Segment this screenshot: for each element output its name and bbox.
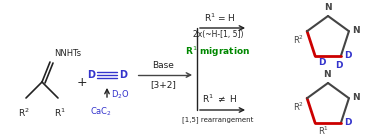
Text: N: N <box>352 26 359 35</box>
Text: N: N <box>324 3 332 12</box>
Text: R$^1$: R$^1$ <box>318 125 329 137</box>
Text: Base: Base <box>152 60 174 69</box>
Text: 2x(~H-[1, 5]): 2x(~H-[1, 5]) <box>193 31 243 39</box>
Text: R$^1$ migration: R$^1$ migration <box>186 45 251 59</box>
Text: R$^2$: R$^2$ <box>293 100 304 113</box>
Text: D: D <box>344 118 352 127</box>
Text: R$^1$ $\neq$ H: R$^1$ $\neq$ H <box>202 92 238 104</box>
Text: D: D <box>344 51 352 60</box>
Text: R$^1$: R$^1$ <box>336 0 347 2</box>
Text: D: D <box>318 58 325 67</box>
Text: D: D <box>335 61 342 70</box>
Text: R$^2$: R$^2$ <box>293 33 304 46</box>
Text: D: D <box>87 70 95 80</box>
Text: D$_2$O: D$_2$O <box>111 89 130 101</box>
Text: [1,5] rearrangement: [1,5] rearrangement <box>182 117 254 123</box>
Text: CaC$_2$: CaC$_2$ <box>90 106 112 118</box>
Text: N: N <box>323 70 331 79</box>
Text: D: D <box>119 70 127 80</box>
Text: [3+2]: [3+2] <box>150 80 176 89</box>
Text: N: N <box>352 93 359 102</box>
Text: R$^1$: R$^1$ <box>54 107 66 119</box>
Text: R$^1$ = H: R$^1$ = H <box>204 12 236 24</box>
Text: +: + <box>77 75 87 88</box>
Text: R$^2$: R$^2$ <box>18 107 30 119</box>
Text: NNHTs: NNHTs <box>54 50 81 59</box>
